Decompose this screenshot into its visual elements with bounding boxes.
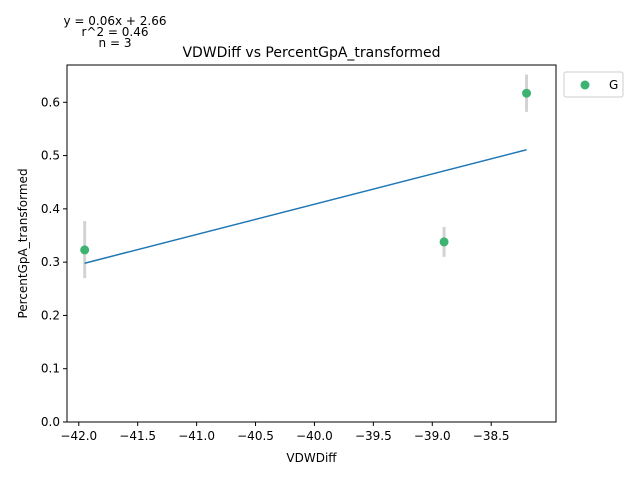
chart-title: VDWDiff vs PercentGpA_transformed	[182, 45, 440, 61]
x-axis-label: VDWDiff	[286, 451, 337, 465]
y-tick-label: 0.0	[41, 415, 60, 429]
y-tick-label: 0.1	[41, 362, 60, 376]
data-point	[522, 88, 532, 98]
legend-label-g: G	[609, 78, 618, 92]
y-axis-ticks: 0.0 0.1 0.2 0.3 0.4 0.5 0.6	[41, 95, 67, 429]
plot-background	[67, 65, 556, 422]
plot-frame	[66, 64, 557, 423]
x-tick-label: −40.5	[237, 429, 274, 443]
x-axis-ticks: −42.0 −41.5 −41.0 −40.5 −40.0 −39.5 −39.0 −38.5	[60, 422, 510, 443]
x-tick-label: −41.0	[178, 429, 215, 443]
data-points	[80, 88, 532, 255]
x-tick-label: −42.0	[60, 429, 97, 443]
fit-n-count: n = 3	[99, 36, 132, 50]
x-tick-label: −41.5	[119, 429, 156, 443]
legend-marker-g	[580, 80, 590, 90]
y-tick-label: 0.5	[41, 149, 60, 163]
plot-area	[66, 64, 557, 423]
y-tick-label: 0.6	[41, 95, 60, 109]
data-point	[439, 237, 449, 247]
fit-equation: y = 0.06x + 2.66	[63, 14, 166, 28]
x-tick-label: −38.5	[473, 429, 510, 443]
fit-line	[84, 148, 527, 264]
fit-annotations: y = 0.06x + 2.66 r^2 = 0.46 n = 3	[63, 14, 166, 50]
fit-line-group	[84, 148, 527, 264]
data-point	[80, 245, 90, 255]
x-tick-label: −39.5	[355, 429, 392, 443]
x-tick-label: −40.0	[296, 429, 333, 443]
fit-r-squared: r^2 = 0.46	[81, 25, 148, 39]
y-axis-label: PercentGpA_transformed	[16, 168, 30, 318]
legend-box	[563, 71, 624, 98]
x-tick-label: −39.0	[414, 429, 451, 443]
legend: G	[563, 71, 624, 98]
y-tick-label: 0.4	[41, 202, 60, 216]
y-tick-label: 0.3	[41, 255, 60, 269]
y-tick-label: 0.2	[41, 308, 60, 322]
